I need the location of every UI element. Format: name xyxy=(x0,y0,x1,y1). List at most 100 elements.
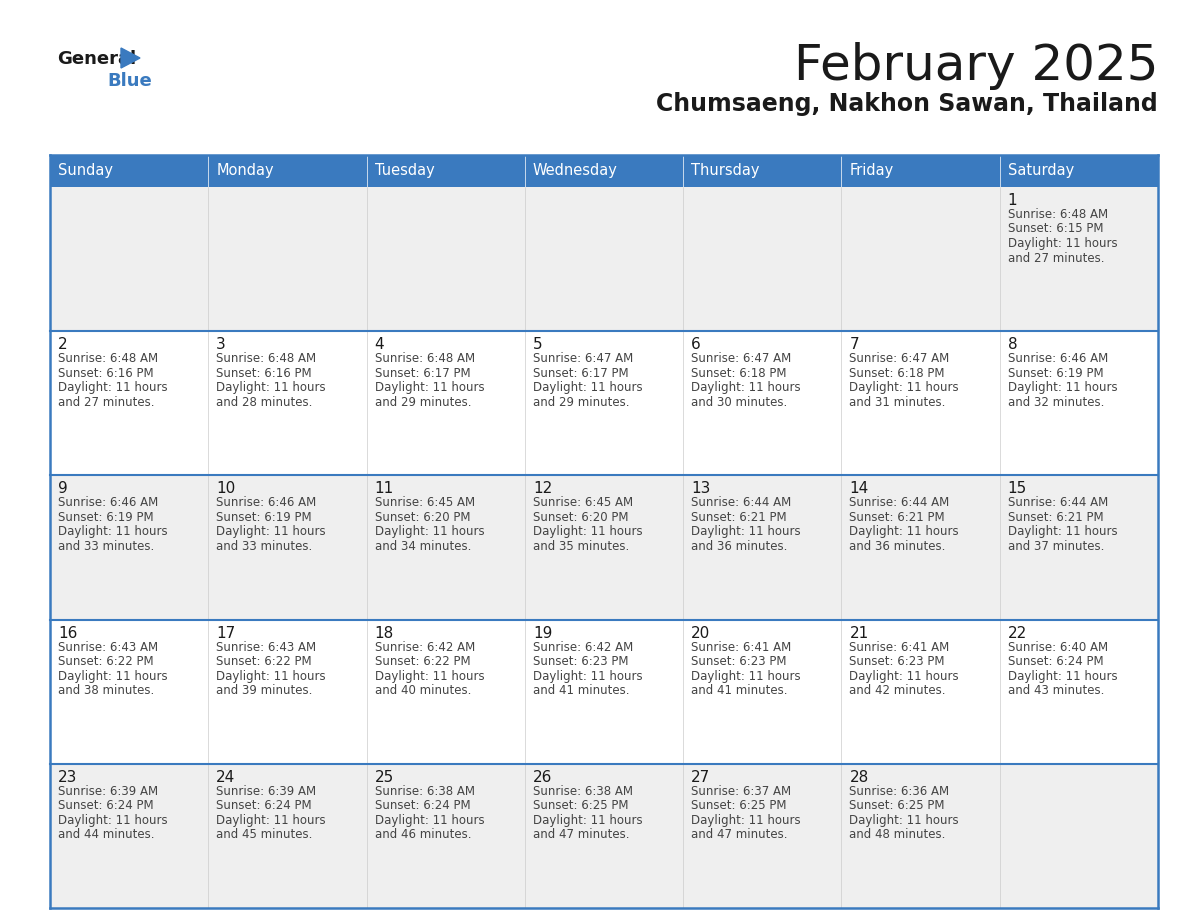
Bar xyxy=(367,764,525,908)
Text: 26: 26 xyxy=(533,770,552,785)
Text: 3: 3 xyxy=(216,337,226,353)
Text: Sunrise: 6:44 AM: Sunrise: 6:44 AM xyxy=(849,497,949,509)
Text: Daylight: 11 hours: Daylight: 11 hours xyxy=(849,813,959,827)
Text: and 32 minutes.: and 32 minutes. xyxy=(1007,396,1104,409)
Text: Sunrise: 6:38 AM: Sunrise: 6:38 AM xyxy=(533,785,633,798)
Text: Sunset: 6:23 PM: Sunset: 6:23 PM xyxy=(849,655,944,668)
Bar xyxy=(683,187,841,331)
Bar xyxy=(367,187,525,331)
Text: Daylight: 11 hours: Daylight: 11 hours xyxy=(1007,237,1118,250)
Text: Daylight: 11 hours: Daylight: 11 hours xyxy=(216,381,326,394)
Text: and 27 minutes.: and 27 minutes. xyxy=(58,396,154,409)
Text: Sunrise: 6:39 AM: Sunrise: 6:39 AM xyxy=(216,785,316,798)
Bar xyxy=(683,476,841,620)
Text: Sunset: 6:19 PM: Sunset: 6:19 PM xyxy=(58,511,153,524)
Text: 16: 16 xyxy=(58,625,77,641)
Text: and 38 minutes.: and 38 minutes. xyxy=(58,684,154,697)
Text: 22: 22 xyxy=(1007,625,1026,641)
Bar xyxy=(683,764,841,908)
Text: 10: 10 xyxy=(216,481,235,497)
Bar xyxy=(208,155,367,187)
Text: Sunrise: 6:48 AM: Sunrise: 6:48 AM xyxy=(374,353,475,365)
Text: Sunset: 6:25 PM: Sunset: 6:25 PM xyxy=(691,800,786,812)
Text: Sunrise: 6:48 AM: Sunrise: 6:48 AM xyxy=(58,353,158,365)
Text: 18: 18 xyxy=(374,625,393,641)
Text: Sunrise: 6:43 AM: Sunrise: 6:43 AM xyxy=(58,641,158,654)
Text: Sunrise: 6:47 AM: Sunrise: 6:47 AM xyxy=(691,353,791,365)
Text: Sunrise: 6:48 AM: Sunrise: 6:48 AM xyxy=(216,353,316,365)
Text: 2: 2 xyxy=(58,337,68,353)
Text: Sunrise: 6:41 AM: Sunrise: 6:41 AM xyxy=(849,641,949,654)
Text: Daylight: 11 hours: Daylight: 11 hours xyxy=(374,813,485,827)
Bar xyxy=(50,764,208,908)
Text: Daylight: 11 hours: Daylight: 11 hours xyxy=(691,525,801,538)
Bar xyxy=(841,764,1000,908)
Bar xyxy=(841,620,1000,764)
Text: and 31 minutes.: and 31 minutes. xyxy=(849,396,946,409)
Text: Sunset: 6:16 PM: Sunset: 6:16 PM xyxy=(216,366,312,380)
Text: and 40 minutes.: and 40 minutes. xyxy=(374,684,470,697)
Text: Daylight: 11 hours: Daylight: 11 hours xyxy=(58,813,168,827)
Text: Sunrise: 6:45 AM: Sunrise: 6:45 AM xyxy=(533,497,633,509)
Bar xyxy=(367,620,525,764)
Bar xyxy=(683,620,841,764)
Text: 17: 17 xyxy=(216,625,235,641)
Text: Monday: Monday xyxy=(216,163,274,178)
Bar xyxy=(208,187,367,331)
Text: Daylight: 11 hours: Daylight: 11 hours xyxy=(533,525,643,538)
Bar xyxy=(683,155,841,187)
Text: Sunrise: 6:38 AM: Sunrise: 6:38 AM xyxy=(374,785,474,798)
Text: 8: 8 xyxy=(1007,337,1017,353)
Text: and 35 minutes.: and 35 minutes. xyxy=(533,540,630,553)
Text: Sunset: 6:19 PM: Sunset: 6:19 PM xyxy=(216,511,312,524)
Text: 20: 20 xyxy=(691,625,710,641)
Text: Sunset: 6:21 PM: Sunset: 6:21 PM xyxy=(849,511,944,524)
Bar xyxy=(525,620,683,764)
Text: and 39 minutes.: and 39 minutes. xyxy=(216,684,312,697)
Text: Saturday: Saturday xyxy=(1007,163,1074,178)
Text: Daylight: 11 hours: Daylight: 11 hours xyxy=(691,813,801,827)
Text: 4: 4 xyxy=(374,337,384,353)
Text: Blue: Blue xyxy=(107,72,152,90)
Bar xyxy=(367,331,525,476)
Text: Sunset: 6:25 PM: Sunset: 6:25 PM xyxy=(849,800,944,812)
Text: Daylight: 11 hours: Daylight: 11 hours xyxy=(849,669,959,683)
Text: and 43 minutes.: and 43 minutes. xyxy=(1007,684,1104,697)
Text: Sunset: 6:22 PM: Sunset: 6:22 PM xyxy=(216,655,312,668)
Text: Sunset: 6:17 PM: Sunset: 6:17 PM xyxy=(533,366,628,380)
Text: Daylight: 11 hours: Daylight: 11 hours xyxy=(1007,525,1118,538)
Text: and 29 minutes.: and 29 minutes. xyxy=(374,396,472,409)
Text: Daylight: 11 hours: Daylight: 11 hours xyxy=(691,669,801,683)
Text: and 36 minutes.: and 36 minutes. xyxy=(849,540,946,553)
Text: and 29 minutes.: and 29 minutes. xyxy=(533,396,630,409)
Text: Daylight: 11 hours: Daylight: 11 hours xyxy=(1007,381,1118,394)
Text: and 44 minutes.: and 44 minutes. xyxy=(58,828,154,841)
Text: and 33 minutes.: and 33 minutes. xyxy=(58,540,154,553)
Bar xyxy=(50,155,208,187)
Text: 27: 27 xyxy=(691,770,710,785)
Text: Sunset: 6:23 PM: Sunset: 6:23 PM xyxy=(691,655,786,668)
Bar xyxy=(525,187,683,331)
Text: Tuesday: Tuesday xyxy=(374,163,435,178)
Text: Sunrise: 6:41 AM: Sunrise: 6:41 AM xyxy=(691,641,791,654)
Text: Sunrise: 6:36 AM: Sunrise: 6:36 AM xyxy=(849,785,949,798)
Text: 12: 12 xyxy=(533,481,552,497)
Text: Sunset: 6:24 PM: Sunset: 6:24 PM xyxy=(374,800,470,812)
Text: Sunset: 6:15 PM: Sunset: 6:15 PM xyxy=(1007,222,1104,236)
Text: 25: 25 xyxy=(374,770,393,785)
Text: Sunset: 6:25 PM: Sunset: 6:25 PM xyxy=(533,800,628,812)
Text: Sunrise: 6:44 AM: Sunrise: 6:44 AM xyxy=(691,497,791,509)
Bar xyxy=(525,331,683,476)
Text: Thursday: Thursday xyxy=(691,163,759,178)
Bar xyxy=(208,476,367,620)
Text: Wednesday: Wednesday xyxy=(533,163,618,178)
Bar xyxy=(1000,476,1158,620)
Text: 23: 23 xyxy=(58,770,77,785)
Bar xyxy=(525,764,683,908)
Text: Sunset: 6:24 PM: Sunset: 6:24 PM xyxy=(216,800,312,812)
Bar xyxy=(525,476,683,620)
Text: Sunset: 6:24 PM: Sunset: 6:24 PM xyxy=(58,800,153,812)
Text: Sunrise: 6:46 AM: Sunrise: 6:46 AM xyxy=(58,497,158,509)
Text: and 28 minutes.: and 28 minutes. xyxy=(216,396,312,409)
Text: Sunrise: 6:48 AM: Sunrise: 6:48 AM xyxy=(1007,208,1108,221)
